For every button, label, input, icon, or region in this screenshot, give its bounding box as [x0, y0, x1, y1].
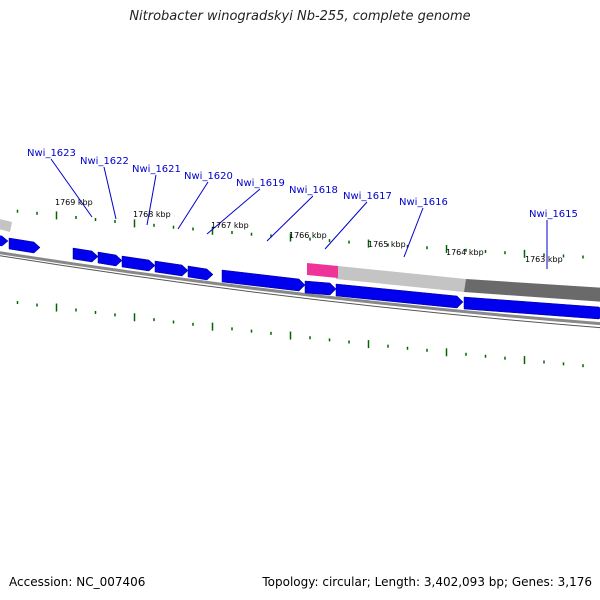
shade-band-left	[0, 219, 12, 232]
gene-feature[interactable]	[154, 260, 189, 277]
kbp-labels: 1769 kbp 1768 kbp 1767 kbp 1766 kbp 1765 kbp…	[55, 198, 563, 264]
shade-band-dark	[464, 279, 600, 302]
gene-label-lines	[50, 158, 548, 269]
accession-text: Accession: NC_007406	[9, 575, 146, 589]
gene-feature[interactable]	[304, 280, 337, 296]
gene-label[interactable]: Nwi_1622	[80, 156, 129, 167]
gene-label[interactable]: Nwi_1617	[343, 191, 392, 202]
gene-label-line	[50, 158, 93, 218]
gene-labels: Nwi_1623 Nwi_1622Nwi_1621Nwi_1620Nwi_1619…	[27, 148, 578, 220]
kbp-label: 1769 kbp	[55, 198, 93, 207]
gene-feature[interactable]	[97, 251, 123, 267]
tick-track-outer	[16, 209, 584, 259]
gene-label[interactable]: Nwi_1620	[184, 171, 233, 182]
map-title: Nitrobacter winogradskyi Nb-255, complet…	[129, 9, 471, 24]
gene-label-line	[324, 201, 368, 250]
genome-summary: Topology: circular; Length: 3,402,093 bp…	[262, 575, 592, 589]
gene-label[interactable]: Nwi_1621	[132, 164, 181, 175]
kbp-label: 1764 kbp	[446, 248, 484, 257]
gene-feature[interactable]	[221, 269, 306, 292]
gene-feature[interactable]	[0, 235, 9, 247]
gene-feature[interactable]	[187, 265, 214, 281]
gene-label-line	[177, 181, 209, 230]
gene-label-line	[103, 166, 117, 220]
gene-label[interactable]: Nwi_1616	[399, 197, 448, 208]
backbone-arc-lower	[0, 255, 600, 329]
kbp-label: 1768 kbp	[133, 210, 171, 219]
gene-label[interactable]: Nwi_1623	[27, 148, 76, 159]
gene-feature[interactable]	[8, 237, 41, 254]
tick-track-inner	[16, 301, 584, 368]
kbp-label: 1765 kbp	[368, 240, 406, 249]
shade-band-light	[336, 266, 466, 292]
gene-label-line	[206, 188, 261, 235]
gene-track	[0, 235, 600, 320]
gene-feature[interactable]	[463, 296, 600, 320]
gene-label[interactable]: Nwi_1618	[289, 185, 338, 196]
gene-feature[interactable]	[335, 283, 464, 309]
gene-feature[interactable]	[121, 255, 156, 272]
gene-label[interactable]: Nwi_1615	[529, 209, 578, 220]
gene-feature[interactable]	[72, 247, 99, 263]
gene-label-line	[146, 174, 157, 226]
backbone-arc-upper	[0, 251, 600, 326]
kbp-label: 1766 kbp	[289, 231, 327, 240]
kbp-label: 1767 kbp	[211, 221, 249, 230]
kbp-label: 1763 kbp	[525, 255, 563, 264]
gene-label[interactable]: Nwi_1619	[236, 178, 285, 189]
gene-label-line	[403, 207, 424, 258]
gene-feature-highlight[interactable]	[307, 263, 338, 278]
gene-label-line	[266, 195, 314, 242]
